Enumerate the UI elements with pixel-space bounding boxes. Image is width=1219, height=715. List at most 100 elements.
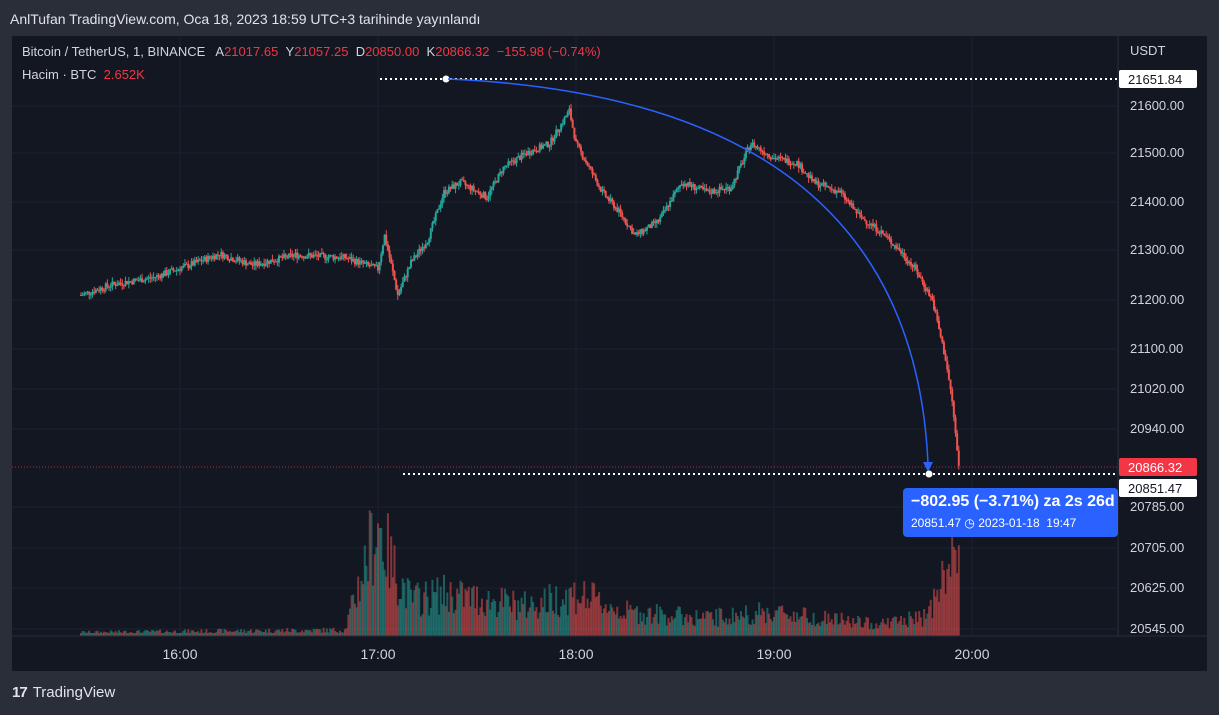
candle-body: [825, 185, 828, 187]
candle-body: [117, 282, 120, 286]
volume-bar: [773, 616, 775, 636]
candle-body: [733, 178, 736, 186]
candle-body: [146, 278, 148, 280]
candle-body: [358, 260, 361, 265]
candle-body: [363, 262, 366, 264]
volume-bar: [875, 623, 878, 636]
volume-legend[interactable]: Hacim · BTC 2.652K: [22, 67, 145, 82]
candle-body: [738, 165, 741, 171]
volume-bar: [601, 613, 604, 636]
candle-body: [711, 189, 714, 194]
candle-body: [360, 260, 363, 262]
volume-bar: [198, 632, 201, 636]
candle-body: [799, 163, 802, 168]
candle-body: [495, 181, 498, 183]
volume-bar: [509, 606, 511, 636]
volume-bar: [268, 628, 271, 636]
volume-bar: [254, 629, 257, 636]
volume-bar: [289, 632, 292, 636]
candle-body: [561, 123, 564, 125]
candle-body: [248, 262, 251, 265]
candle-body: [307, 253, 310, 257]
volume-bar: [909, 616, 912, 636]
candle-body: [408, 267, 411, 269]
symbol-name[interactable]: Bitcoin / TetherUS, 1, BINANCE: [22, 44, 206, 59]
volume-bar: [672, 619, 675, 636]
price-axis[interactable]: 21600.00 21500.00 21400.00 21300.00 21200.00…: [12, 36, 1207, 671]
candle-body: [340, 256, 343, 260]
volume-bar: [248, 630, 251, 636]
candle-body: [243, 260, 246, 265]
volume-bar: [825, 623, 828, 636]
volume-bar: [621, 618, 624, 636]
candle-body: [180, 267, 183, 271]
volume-bar: [705, 611, 708, 636]
volume-bar: [647, 608, 650, 636]
candle-body: [101, 287, 104, 291]
volume-bar: [383, 569, 386, 636]
candle-body: [626, 223, 629, 227]
candle-body: [773, 157, 775, 159]
tradingview-logo[interactable]: 17 TradingView: [12, 684, 115, 701]
candle-body: [253, 261, 256, 266]
candle-body: [368, 264, 371, 267]
volume-bar: [905, 624, 907, 636]
volume-bar: [335, 631, 338, 636]
volume-bar: [236, 629, 239, 636]
volume-bar: [756, 614, 759, 636]
candle-body: [345, 258, 348, 260]
candle-body: [543, 144, 546, 146]
candle-body: [278, 255, 280, 263]
volume-bar: [405, 608, 408, 636]
volume-bar: [924, 618, 927, 636]
volume-bar: [692, 624, 695, 636]
candle-body: [396, 289, 399, 295]
candle-body: [895, 245, 898, 249]
time-axis[interactable]: 16:00 17:00 18:00 19:00 20:00: [162, 646, 989, 662]
candle-body: [428, 238, 431, 244]
candle-body: [886, 236, 889, 238]
candle-body: [905, 258, 907, 261]
volume-bar: [256, 629, 259, 636]
volume-bar: [132, 633, 135, 636]
candle-body: [728, 186, 731, 192]
candle-body: [558, 130, 561, 132]
volume-bar: [680, 613, 683, 636]
volume-bar: [832, 624, 835, 636]
candle-body: [185, 263, 188, 265]
price-chart[interactable]: 21600.00 21500.00 21400.00 21300.00 21200.00…: [12, 36, 1207, 671]
volume-bar: [896, 623, 899, 636]
volume-bar: [225, 630, 228, 636]
symbol-legend[interactable]: Bitcoin / TetherUS, 1, BINANCE A21017.65…: [22, 44, 601, 59]
candle-body: [405, 276, 408, 278]
candle-body: [236, 257, 239, 261]
volume-bar: [931, 618, 934, 636]
volume-bar: [660, 609, 663, 636]
candle-body: [921, 277, 924, 282]
candle-body: [108, 286, 111, 288]
candle-body: [933, 299, 936, 310]
candle-body: [621, 212, 624, 218]
volume-bar: [688, 614, 691, 636]
candle-body: [137, 280, 140, 282]
candle-body: [956, 433, 959, 451]
candle-body: [304, 256, 307, 259]
candle-body: [103, 290, 106, 292]
volume-bar: [593, 583, 596, 636]
candle-body: [669, 200, 672, 208]
target-point: [925, 470, 933, 478]
volume-bar: [687, 622, 690, 636]
volume-bar: [520, 597, 523, 636]
candle-body: [109, 286, 112, 288]
volume-bar: [480, 598, 483, 636]
volume-bar: [939, 589, 942, 636]
volume-bar: [436, 577, 439, 636]
chart-panel[interactable]: 21600.00 21500.00 21400.00 21300.00 21200.00…: [12, 36, 1207, 671]
volume-bar: [782, 612, 785, 636]
candle-body: [235, 260, 238, 262]
volume-bar: [870, 623, 873, 636]
volume-bar: [715, 609, 718, 636]
candle-body: [855, 209, 858, 214]
candle-body: [606, 196, 609, 198]
candle-body: [665, 205, 668, 211]
